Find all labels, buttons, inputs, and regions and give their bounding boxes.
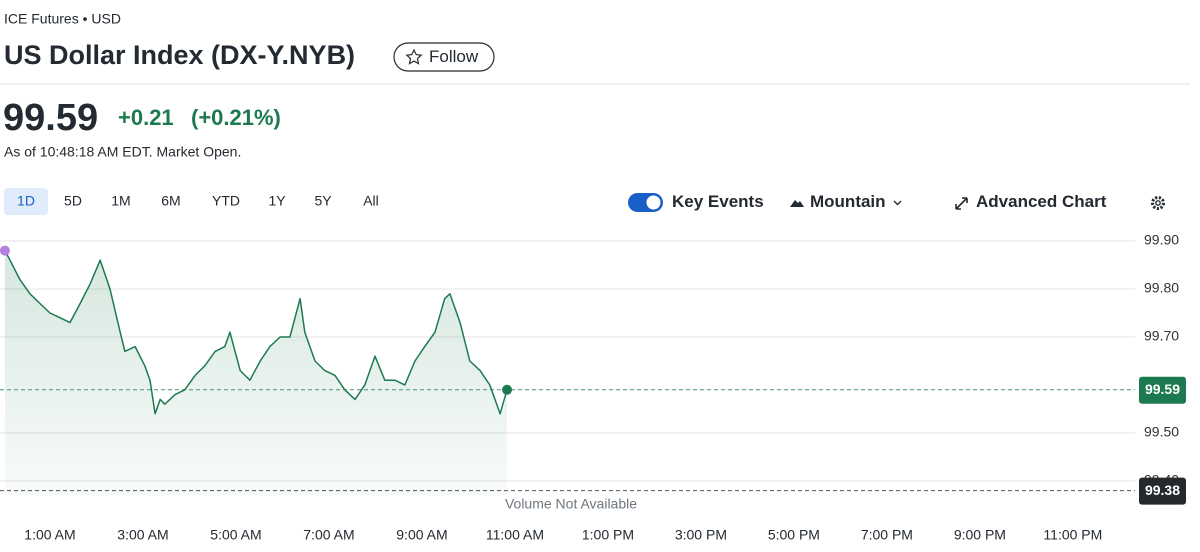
range-button[interactable]: 5Y bbox=[314, 193, 332, 209]
x-tick-label: 3:00 PM bbox=[675, 527, 727, 543]
gear-teeth bbox=[1151, 196, 1165, 210]
range-button[interactable]: 6M bbox=[161, 193, 180, 209]
x-tick-label: 5:00 PM bbox=[768, 527, 820, 543]
chart-style-label: Mountain bbox=[810, 192, 886, 211]
timestamp: As of 10:48:18 AM EDT. Market Open. bbox=[4, 144, 241, 160]
change-percent: (+0.21%) bbox=[191, 105, 281, 130]
y-tick-label: 99.70 bbox=[1144, 328, 1179, 344]
expand-icon bbox=[955, 197, 968, 210]
x-tick-label: 9:00 PM bbox=[954, 527, 1006, 543]
range-button[interactable]: 1Y bbox=[268, 193, 286, 209]
range-button[interactable]: YTD bbox=[212, 193, 240, 209]
x-tick-label: 1:00 AM bbox=[24, 527, 75, 543]
x-tick-label: 11:00 PM bbox=[1043, 527, 1102, 543]
change: +0.21 bbox=[118, 105, 174, 130]
chevron-icon bbox=[893, 200, 902, 206]
price-badge-label: 99.59 bbox=[1145, 381, 1180, 397]
range-button[interactable]: All bbox=[363, 193, 379, 209]
price-badge bbox=[1139, 477, 1186, 505]
follow-button[interactable]: Follow bbox=[393, 42, 495, 72]
advanced-chart-label: Advanced Chart bbox=[976, 192, 1107, 211]
y-tick-label: 99.80 bbox=[1144, 280, 1179, 296]
settings-button[interactable] bbox=[1151, 196, 1165, 210]
range-buttons: 1D 5D 1M 6M YTD 1Y 5Y All bbox=[17, 193, 379, 209]
price: 99.59 bbox=[3, 97, 98, 139]
x-tick-label: 1:00 PM bbox=[582, 527, 634, 543]
advanced-chart-link[interactable]: Advanced Chart bbox=[955, 192, 1107, 211]
y-tick-label: 99.50 bbox=[1144, 424, 1179, 440]
price-badge-label: 99.38 bbox=[1145, 482, 1180, 498]
key-events-toggle[interactable]: Key Events bbox=[628, 192, 764, 212]
area bbox=[4, 250, 508, 496]
range-button[interactable]: 5D bbox=[64, 193, 82, 209]
star-icon bbox=[405, 48, 423, 65]
price-badge bbox=[1139, 376, 1186, 404]
gear-hub bbox=[1155, 200, 1161, 206]
toggle-knob bbox=[646, 195, 661, 210]
x-tick-label: 9:00 AM bbox=[396, 527, 447, 543]
title: US Dollar Index (DX-Y.NYB) bbox=[4, 40, 355, 70]
range-button[interactable]: 1M bbox=[111, 193, 130, 209]
x-tick-label: 3:00 AM bbox=[117, 527, 168, 543]
line bbox=[4, 250, 508, 415]
y-tick-label: 99.90 bbox=[1144, 232, 1179, 248]
key-events-label: Key Events bbox=[672, 192, 764, 211]
x-tick-label: 7:00 AM bbox=[303, 527, 354, 543]
mountain-icon bbox=[790, 200, 804, 207]
follow-label: Follow bbox=[429, 47, 479, 66]
start-marker bbox=[0, 245, 10, 256]
chart-style-menu[interactable]: Mountain bbox=[790, 192, 902, 211]
range-button[interactable]: 1D bbox=[17, 193, 35, 209]
annotation: Volume Not Available bbox=[505, 496, 637, 512]
x-tick-label: 7:00 PM bbox=[861, 527, 913, 543]
exchange: ICE Futures • USD bbox=[4, 11, 121, 27]
x-tick-label: 5:00 AM bbox=[210, 527, 261, 543]
x-tick-label: 11:00 AM bbox=[486, 527, 544, 543]
selected-range-bg bbox=[4, 188, 48, 215]
